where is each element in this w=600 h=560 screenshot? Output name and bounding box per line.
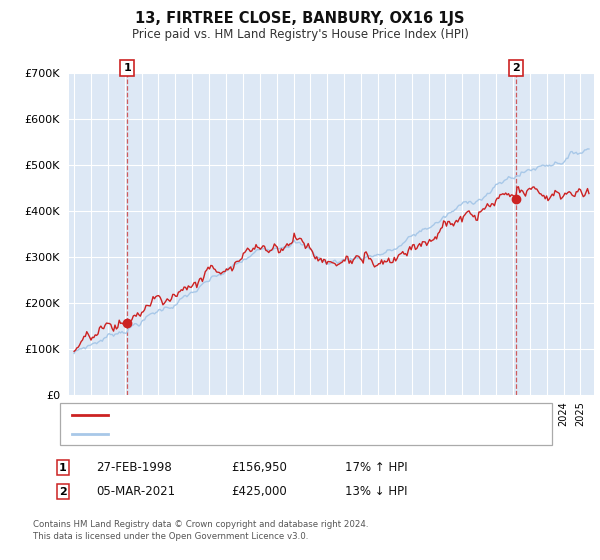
- Text: HPI: Average price, detached house, Cherwell: HPI: Average price, detached house, Cher…: [114, 429, 364, 439]
- Text: £425,000: £425,000: [231, 485, 287, 498]
- Text: £156,950: £156,950: [231, 461, 287, 474]
- Text: 13% ↓ HPI: 13% ↓ HPI: [345, 485, 407, 498]
- Text: Contains HM Land Registry data © Crown copyright and database right 2024.: Contains HM Land Registry data © Crown c…: [33, 520, 368, 529]
- Text: Price paid vs. HM Land Registry's House Price Index (HPI): Price paid vs. HM Land Registry's House …: [131, 28, 469, 41]
- Text: 05-MAR-2021: 05-MAR-2021: [96, 485, 175, 498]
- Text: 13, FIRTREE CLOSE, BANBURY, OX16 1JS: 13, FIRTREE CLOSE, BANBURY, OX16 1JS: [135, 11, 465, 26]
- Text: 13, FIRTREE CLOSE, BANBURY, OX16 1JS (detached house): 13, FIRTREE CLOSE, BANBURY, OX16 1JS (de…: [114, 409, 434, 419]
- Text: 1: 1: [59, 463, 67, 473]
- Text: This data is licensed under the Open Government Licence v3.0.: This data is licensed under the Open Gov…: [33, 532, 308, 541]
- Text: 2: 2: [59, 487, 67, 497]
- Text: 17% ↑ HPI: 17% ↑ HPI: [345, 461, 407, 474]
- Text: 1: 1: [124, 63, 131, 73]
- Text: 27-FEB-1998: 27-FEB-1998: [96, 461, 172, 474]
- Text: 2: 2: [512, 63, 520, 73]
